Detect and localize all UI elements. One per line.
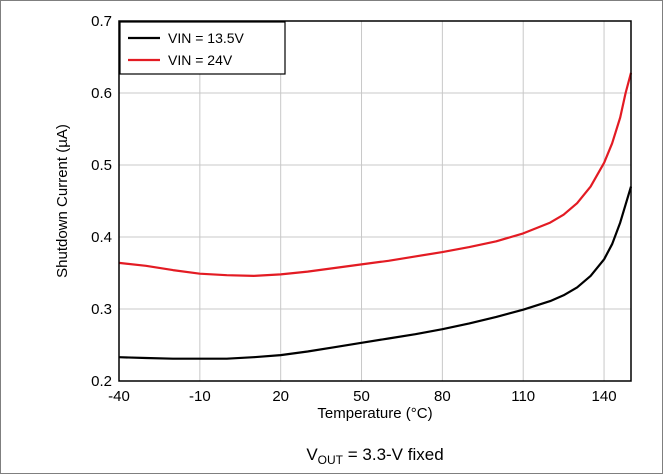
legend-box [119,21,286,75]
legend-label: VIN = 24V [168,52,233,68]
caption-prefix: V [306,445,318,464]
y-tick-label: 0.6 [91,85,112,102]
x-tick-label: 140 [592,388,617,405]
y-axis-label: Shutdown Current (µA) [54,124,71,278]
series-line-2 [118,72,633,277]
y-tick-label: 0.5 [91,157,112,174]
x-tick-label: 80 [434,388,451,405]
plot-area-border [118,20,632,382]
tick-labels: -40 -10 20 50 80 110 140 0.2 0.3 0.4 0.5 0.6 0.7 [91,13,616,405]
series-layer [118,72,633,360]
x-tick-label: -10 [189,388,211,405]
grid-lines [118,20,631,382]
x-tick-label: -40 [108,388,130,405]
y-tick-label: 0.4 [91,229,112,246]
legend-label: VIN = 13.5V [168,30,245,46]
x-tick-label: 110 [511,388,535,405]
y-tick-label: 0.2 [91,373,112,390]
x-tick-label: 20 [272,388,289,405]
y-tick-label: 0.3 [91,301,112,318]
series-line-1 [118,186,633,360]
x-tick-label: 50 [353,388,370,405]
x-axis-label: Temperature (°C) [317,405,432,422]
chart-caption: VOUT = 3.3-V fixed [306,445,443,467]
caption-subscript: OUT [318,453,344,467]
legend: VIN = 13.5V VIN = 24V [119,21,286,75]
y-tick-label: 0.7 [91,13,112,30]
caption-suffix: = 3.3-V fixed [343,445,444,464]
